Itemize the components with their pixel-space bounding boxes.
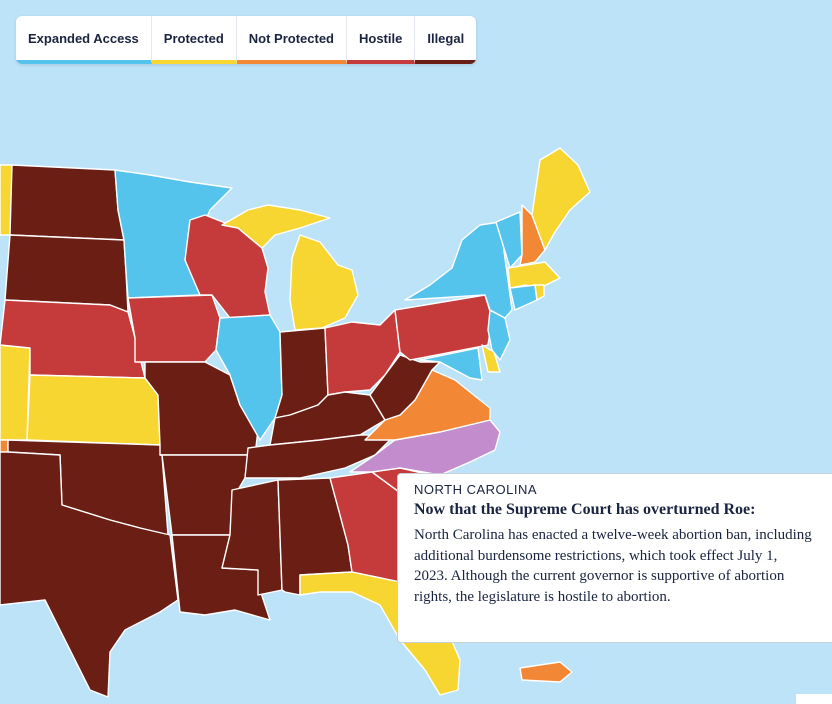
- state-colorado[interactable]: [0, 344, 31, 441]
- state-michigan[interactable]: [289, 234, 359, 331]
- state-michigan-up[interactable]: [221, 204, 331, 249]
- legend-not-protected[interactable]: Not Protected: [236, 16, 347, 64]
- state-rhode-island[interactable]: [534, 284, 545, 301]
- legend-illegal[interactable]: Illegal: [415, 16, 477, 64]
- state-texas[interactable]: [0, 451, 179, 698]
- state-north-carolina[interactable]: [349, 419, 501, 476]
- tooltip-body: North Carolina has enacted a twelve-week…: [414, 527, 812, 605]
- state-connecticut[interactable]: [509, 284, 538, 311]
- legend-protected[interactable]: Protected: [151, 16, 237, 64]
- state-maryland[interactable]: [419, 347, 483, 381]
- corner-box: [796, 694, 832, 704]
- legend: Expanded Access Protected Not Protected …: [16, 16, 477, 64]
- tooltip-heading: Now that the Supreme Court has overturne…: [414, 501, 756, 518]
- state-massachusetts[interactable]: [507, 261, 561, 289]
- state-iowa[interactable]: [127, 294, 221, 363]
- legend-expanded-access[interactable]: Expanded Access: [16, 16, 152, 64]
- state-north-dakota[interactable]: [9, 164, 125, 241]
- state-new-york[interactable]: [404, 221, 513, 319]
- state-tennessee[interactable]: [244, 434, 396, 479]
- state-west-virginia[interactable]: [369, 354, 441, 421]
- state-illinois[interactable]: [215, 314, 283, 441]
- state-tooltip: NORTH CAROLINA Now that the Supreme Cour…: [397, 473, 832, 643]
- state-delaware[interactable]: [481, 344, 501, 373]
- tooltip-state-name: NORTH CAROLINA: [414, 482, 538, 497]
- state-maine[interactable]: [531, 147, 591, 251]
- legend-hostile[interactable]: Hostile: [347, 16, 416, 64]
- state-puerto-rico[interactable]: [519, 661, 573, 683]
- state-kansas[interactable]: [26, 374, 161, 446]
